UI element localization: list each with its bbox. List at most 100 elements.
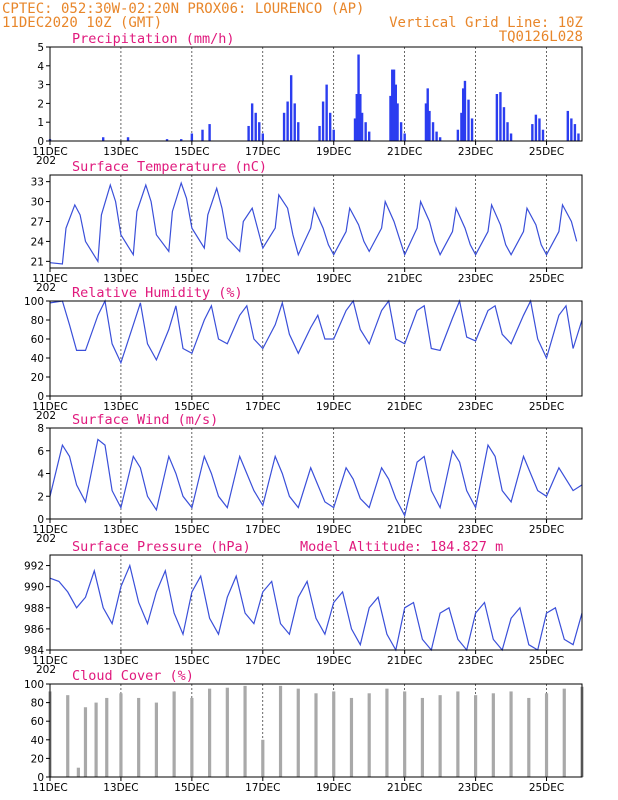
cloud-bar xyxy=(190,697,194,777)
cloud-bar xyxy=(105,697,109,777)
x-tick-label: 21DEC xyxy=(387,782,422,794)
x-tick-label: 21DEC xyxy=(387,524,422,536)
x-tick-label: 15DEC xyxy=(174,146,209,158)
x-tick-label: 23DEC xyxy=(458,273,493,285)
x-year-label: 202 xyxy=(36,282,56,294)
panel-title: Relative Humidity (%) xyxy=(72,285,243,301)
header-date: 11DEC2020 10Z (GMT) xyxy=(2,15,162,31)
x-tick-label: 15DEC xyxy=(174,782,209,794)
precip-bar xyxy=(499,92,502,141)
precip-bar xyxy=(165,139,169,141)
header-run-id: TQ0126L028 xyxy=(499,29,583,45)
x-tick-label: 17DEC xyxy=(245,655,280,667)
x-tick-label: 13DEC xyxy=(103,273,138,285)
y-tick-label: 990 xyxy=(24,582,44,594)
header-grid-line: Vertical Grid Line: 10Z xyxy=(389,15,583,31)
y-tick-label: 8 xyxy=(37,423,44,435)
y-tick-label: 20 xyxy=(31,372,44,384)
precip-bar xyxy=(190,133,194,141)
x-tick-label: 13DEC xyxy=(103,782,138,794)
y-tick-label: 984 xyxy=(24,645,44,657)
cloud-bar xyxy=(456,691,460,777)
precip-bar xyxy=(506,122,509,141)
plot-frame xyxy=(49,554,583,651)
x-tick-label: 25DEC xyxy=(529,273,564,285)
y-tick-label: 20 xyxy=(31,753,44,765)
cloud-bar xyxy=(208,688,212,777)
x-year-label: 202 xyxy=(36,533,56,545)
precip-bar xyxy=(297,122,300,141)
precip-bar xyxy=(428,110,431,141)
x-tick-label: 23DEC xyxy=(458,524,493,536)
cloud-bar xyxy=(83,707,88,777)
series-line xyxy=(49,298,583,365)
cloud-bar xyxy=(314,693,318,777)
precip-bar xyxy=(426,88,429,141)
y-tick-label: 100 xyxy=(24,296,44,308)
x-tick-label: 15DEC xyxy=(174,273,209,285)
precip-bar xyxy=(495,94,499,141)
precip-bar xyxy=(364,122,367,141)
x-tick-label: 11DEC xyxy=(32,655,67,667)
y-tick-label: 2 xyxy=(37,98,44,110)
y-tick-label: 80 xyxy=(31,698,44,710)
x-tick-label: 25DEC xyxy=(529,782,564,794)
precip-bar xyxy=(541,129,545,141)
precip-bar xyxy=(328,112,332,141)
y-tick-label: 21 xyxy=(31,256,44,268)
cloud-bar xyxy=(296,688,300,777)
humidity-panel: Relative Humidity (%) 0 20 40 60 80 100 11DEC 13… xyxy=(24,285,583,422)
precip-bar xyxy=(201,129,204,141)
precip-bar xyxy=(538,118,541,141)
plot-frame xyxy=(49,174,583,269)
y-tick-label: 0 xyxy=(37,136,44,148)
x-tick-label: 15DEC xyxy=(174,655,209,667)
model-altitude: Model Altitude: 184.827 m xyxy=(300,539,503,555)
panel-title: Precipitation (mm/h) xyxy=(72,31,235,47)
y-tick-label: 5 xyxy=(37,42,44,54)
precip-bar xyxy=(289,75,293,141)
x-tick-label: 23DEC xyxy=(458,401,493,413)
precip-bar xyxy=(357,54,360,141)
precip-bar xyxy=(396,103,399,141)
cloud-bar xyxy=(562,688,566,777)
cloud-bar xyxy=(509,691,513,777)
x-tick-label: 17DEC xyxy=(245,273,280,285)
y-tick-label: 3 xyxy=(37,80,44,92)
precip-bar xyxy=(254,112,257,141)
x-tick-label: 11DEC xyxy=(32,401,67,413)
y-tick-label: 2 xyxy=(37,491,44,503)
x-tick-label: 19DEC xyxy=(316,273,351,285)
y-tick-label: 4 xyxy=(37,61,44,73)
cloud-bar xyxy=(119,693,123,777)
cloud-bar xyxy=(172,691,176,777)
y-tick-label: 988 xyxy=(24,603,44,615)
precip-bar xyxy=(394,84,397,141)
cloud-bar xyxy=(420,697,424,777)
panel-title: Cloud Cover (%) xyxy=(72,668,194,684)
cloud-bar xyxy=(367,693,371,777)
x-tick-label: 11DEC xyxy=(32,273,67,285)
precip-bar xyxy=(359,94,362,141)
cloud-bar xyxy=(403,691,407,777)
x-tick-label: 21DEC xyxy=(387,273,422,285)
y-tick-label: 60 xyxy=(31,334,44,346)
x-tick-label: 11DEC xyxy=(32,146,67,158)
plot-frame xyxy=(49,683,583,778)
cloud-bar xyxy=(225,687,229,777)
precip-bar xyxy=(509,133,513,141)
cloud-bar xyxy=(438,695,442,777)
precip-bar xyxy=(531,124,534,141)
precip-bar xyxy=(250,103,254,141)
x-tick-label: 25DEC xyxy=(529,401,564,413)
cloud-bar xyxy=(243,685,247,777)
cloud-bar xyxy=(66,695,70,777)
x-tick-label: 13DEC xyxy=(103,524,138,536)
x-tick-label: 21DEC xyxy=(387,655,422,667)
x-tick-label: 17DEC xyxy=(245,146,280,158)
cloud-bar xyxy=(527,697,531,777)
precip-bar xyxy=(456,129,460,141)
precip-bar xyxy=(399,122,403,141)
x-tick-label: 25DEC xyxy=(529,655,564,667)
